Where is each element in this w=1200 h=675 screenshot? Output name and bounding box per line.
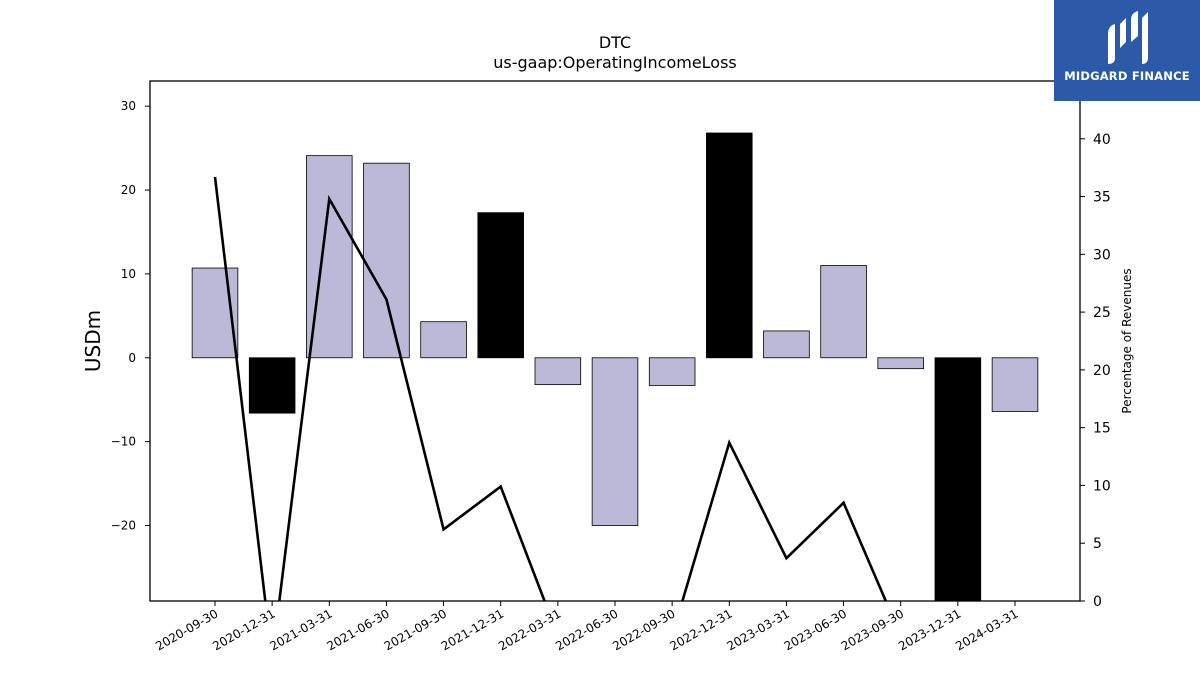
bar-2020-12-31 <box>248 357 296 414</box>
y2-tick-label: 40 <box>1093 132 1111 148</box>
y-tick-label: 0 <box>128 351 136 365</box>
brand-logo: MIDGARD FINANCE <box>1054 0 1200 101</box>
x-tick-label: 2021-12-31 <box>439 606 506 653</box>
percentage-line <box>213 176 888 601</box>
x-tick-label: 2022-06-30 <box>553 606 620 653</box>
bar-2022-03-31 <box>534 357 582 386</box>
y-tick-label: 10 <box>121 267 136 281</box>
bar-2022-12-31 <box>706 132 753 359</box>
y2-tick-label: 0 <box>1093 594 1102 610</box>
x-tick-label: 2022-12-31 <box>667 606 734 653</box>
bar-2022-09-30 <box>648 357 696 386</box>
chart-subtitle: us-gaap:OperatingIncomeLoss <box>493 53 737 72</box>
x-tick-label: 2024-03-31 <box>953 606 1020 653</box>
y-tick-label: −10 <box>111 435 136 449</box>
y-tick-label: 30 <box>121 99 136 113</box>
y2-tick-label: 15 <box>1093 421 1111 437</box>
bar-2021-06-30 <box>363 162 410 359</box>
x-tick-label: 2023-03-31 <box>725 606 792 653</box>
y2-tick-label: 25 <box>1093 305 1111 321</box>
y-tick-label: 20 <box>121 183 136 197</box>
y-axis-label: USDm <box>81 310 105 372</box>
x-tick-label: 2021-03-31 <box>267 606 334 653</box>
y-tick-label: −20 <box>111 519 136 533</box>
bar-2022-06-30 <box>591 357 639 526</box>
bar-2023-12-31 <box>934 357 982 602</box>
line-layer <box>213 176 888 601</box>
y-axis: −20 −10 0 10 20 30 <box>111 99 150 533</box>
y2-axis: 0 5 10 15 20 25 30 35 40 <box>1080 132 1111 610</box>
x-tick-label: 2023-06-30 <box>782 606 849 653</box>
x-tick-label: 2023-09-30 <box>839 606 906 653</box>
bar-2023-03-31 <box>763 330 810 359</box>
x-tick-label: 2021-06-30 <box>325 606 392 653</box>
bars-layer <box>191 132 1039 602</box>
midgard-m-icon <box>1108 11 1148 64</box>
x-tick-label: 2022-03-31 <box>496 606 563 653</box>
x-tick-label: 2020-12-31 <box>210 606 277 653</box>
x-tick-label: 2022-09-30 <box>610 606 677 653</box>
bar-2023-09-30 <box>877 357 924 370</box>
y2-tick-label: 10 <box>1093 478 1111 494</box>
y2-tick-label: 30 <box>1093 247 1111 263</box>
chart-title: DTC <box>599 33 631 52</box>
bar-2024-03-31 <box>991 357 1039 412</box>
bar-2021-12-31 <box>477 212 524 359</box>
brand-name: MIDGARD FINANCE <box>1064 69 1190 83</box>
y2-tick-label: 20 <box>1093 363 1111 379</box>
y2-tick-label: 5 <box>1093 536 1102 552</box>
bar-2023-06-30 <box>820 265 867 359</box>
y2-tick-label: 35 <box>1093 190 1111 206</box>
x-tick-label: 2021-09-30 <box>382 606 449 653</box>
x-tick-label: 2023-12-31 <box>896 606 963 653</box>
x-axis: 2020-09-302020-12-312021-03-312021-06-30… <box>153 601 1021 653</box>
bar-2021-09-30 <box>420 321 467 359</box>
x-tick-label: 2020-09-30 <box>153 606 220 653</box>
y2-axis-label: Percentage of Revenues <box>1120 268 1134 413</box>
